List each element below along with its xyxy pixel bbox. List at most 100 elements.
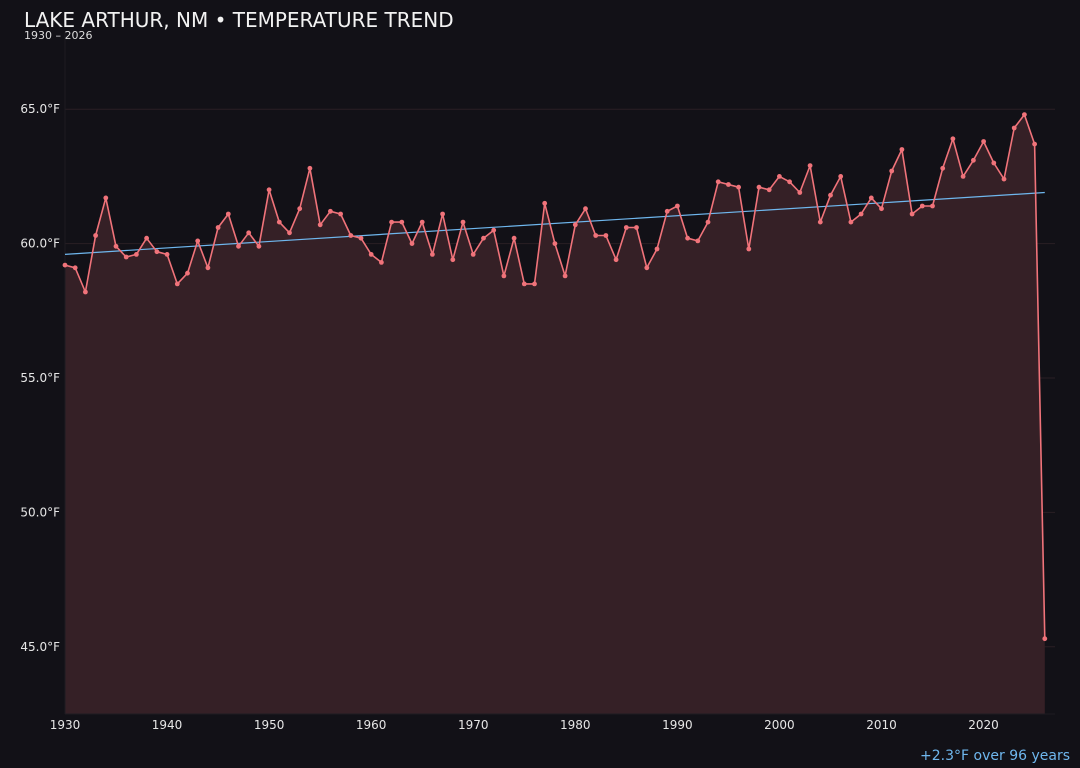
data-point-1940 (164, 252, 170, 257)
data-point-1942 (185, 270, 190, 276)
data-point-1974 (511, 235, 517, 241)
data-point-1935 (113, 243, 119, 249)
x-tick-label: 2000 (764, 718, 795, 732)
data-point-1969 (460, 219, 466, 225)
data-point-1981 (583, 206, 588, 212)
data-point-2012 (899, 147, 905, 152)
data-point-1998 (756, 184, 762, 190)
data-point-1966 (430, 252, 435, 257)
data-point-1978 (552, 241, 558, 247)
linear-trend-line (64, 191, 1045, 255)
data-point-2011 (889, 168, 895, 174)
x-tick-label: 1980 (560, 718, 591, 732)
data-point-1980 (572, 222, 578, 228)
temperature-series (62, 112, 1048, 642)
data-point-2021 (991, 160, 997, 166)
data-point-1964 (409, 241, 415, 247)
data-point-2010 (879, 206, 884, 212)
data-point-1954 (307, 165, 313, 171)
data-point-1960 (368, 252, 374, 257)
data-point-1992 (695, 238, 701, 244)
data-point-2020 (981, 139, 986, 144)
data-point-1970 (470, 252, 476, 257)
trend-line (64, 191, 1045, 255)
data-point-1939 (154, 249, 160, 255)
x-tick-label: 1990 (662, 718, 693, 732)
data-point-2014 (919, 203, 925, 209)
data-point-1989 (664, 208, 670, 214)
data-point-1963 (399, 219, 405, 225)
data-point-1991 (685, 235, 690, 241)
x-tick-label: 2020 (968, 718, 999, 732)
data-point-2015 (930, 203, 935, 209)
data-point-1961 (379, 260, 384, 265)
data-point-1952 (287, 230, 292, 236)
y-tick-label: 55.0°F (20, 371, 60, 385)
data-point-2006 (838, 174, 844, 179)
y-tick-labels: 45.0°F 50.0°F 55.0°F 60.0°F 65.0°F (20, 102, 60, 654)
data-point-2025 (1032, 141, 1037, 147)
data-point-1973 (501, 273, 507, 279)
data-point-1967 (440, 211, 445, 217)
area-fill (65, 114, 1045, 715)
x-tick-label: 1950 (254, 718, 285, 732)
x-tick-label: 1940 (152, 718, 183, 732)
data-point-1931 (72, 265, 78, 271)
y-tick-label: 65.0°F (20, 102, 60, 116)
x-tick-label: 1930 (50, 718, 81, 732)
axes (64, 32, 1055, 715)
data-point-1977 (542, 200, 548, 206)
data-point-1990 (675, 203, 680, 209)
trend-annotation: +2.3°F over 96 years (920, 748, 1070, 764)
data-point-1975 (521, 281, 527, 287)
data-point-2007 (848, 219, 854, 225)
data-point-2019 (971, 157, 976, 163)
data-point-1934 (103, 195, 109, 201)
data-point-2009 (868, 195, 874, 201)
data-point-1965 (419, 219, 425, 225)
data-point-2001 (787, 179, 792, 185)
data-point-1976 (532, 281, 537, 287)
data-point-2003 (807, 163, 813, 169)
data-point-1962 (389, 219, 394, 225)
data-point-2016 (940, 165, 946, 171)
data-point-1944 (205, 265, 211, 271)
x-tick-labels: 1930 1940 1950 1960 1970 1980 1990 2000 2010 2020 (50, 718, 999, 732)
y-tick-label: 50.0°F (20, 505, 60, 519)
series-area-fill (65, 114, 1045, 715)
x-tick-label: 2010 (866, 718, 897, 732)
data-point-1985 (623, 225, 629, 230)
data-point-1988 (654, 246, 660, 252)
data-point-1957 (338, 211, 343, 217)
data-point-1947 (236, 243, 241, 249)
chart-subtitle: 1930 – 2026 (24, 29, 92, 42)
chart-title: LAKE ARTHUR, NM • TEMPERATURE TREND (24, 8, 454, 32)
data-point-2026 (1042, 636, 1048, 642)
data-point-1993 (705, 219, 711, 225)
data-point-2018 (960, 174, 966, 179)
data-point-1994 (715, 179, 721, 185)
data-point-1955 (317, 222, 323, 228)
data-point-1997 (746, 246, 752, 252)
data-point-1959 (358, 235, 364, 241)
x-tick-label: 1970 (458, 718, 489, 732)
data-point-2004 (817, 219, 823, 225)
data-point-1971 (481, 235, 486, 241)
data-point-2022 (1001, 176, 1007, 182)
data-point-2008 (858, 211, 864, 217)
data-point-1986 (634, 225, 639, 230)
data-point-2000 (777, 174, 782, 179)
data-point-1956 (328, 208, 333, 214)
data-point-1943 (195, 238, 201, 244)
y-tick-label: 45.0°F (20, 640, 60, 654)
data-point-1968 (450, 257, 456, 263)
data-point-1936 (123, 254, 129, 260)
data-point-1996 (736, 184, 741, 190)
data-point-2024 (1022, 112, 1027, 117)
data-point-1995 (726, 182, 731, 187)
data-point-1953 (297, 206, 303, 212)
data-point-2005 (828, 192, 833, 198)
data-point-1948 (246, 230, 252, 236)
data-point-2002 (797, 190, 803, 195)
y-tick-label: 60.0°F (20, 237, 60, 251)
